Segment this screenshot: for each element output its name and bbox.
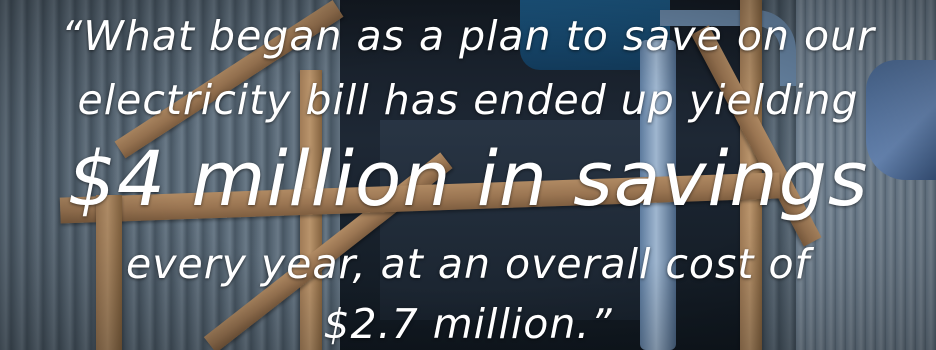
quote-line: “What began as a plan to save on our [0,12,936,60]
quote-line: electricity bill has ended up yielding [0,76,936,124]
quote-highlight: $4 million in savings [0,134,936,223]
quote-line: every year, at an overall cost of [0,240,936,288]
quote-line: $2.7 million.” [0,300,936,348]
